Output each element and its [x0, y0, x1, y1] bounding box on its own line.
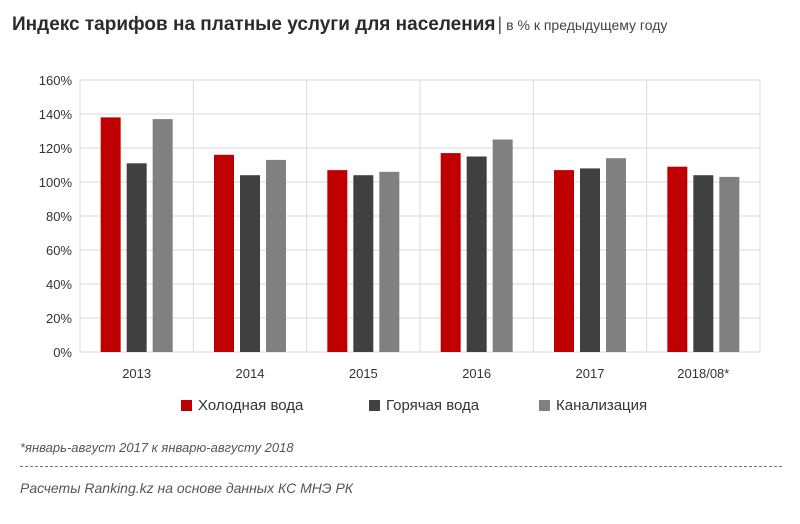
bar [214, 154, 234, 352]
bar [240, 175, 260, 352]
bar [466, 156, 487, 352]
x-tick-label: 2018/08* [677, 366, 729, 381]
bar [667, 166, 688, 352]
bar [379, 171, 400, 352]
y-tick-label: 160% [39, 73, 73, 88]
x-tick-label: 2013 [122, 366, 151, 381]
bar [152, 119, 173, 352]
y-tick-label: 80% [46, 209, 72, 224]
bar [693, 175, 714, 352]
y-tick-label: 40% [46, 277, 72, 292]
bar [719, 176, 740, 352]
dashed-divider [20, 466, 782, 467]
y-tick-label: 60% [46, 243, 72, 258]
legend-swatch [539, 400, 550, 411]
chart-title: Индекс тарифов на платные услуги для нас… [12, 14, 496, 35]
bar [606, 158, 626, 352]
y-tick-label: 20% [46, 311, 72, 326]
bar [100, 117, 121, 353]
bar [580, 168, 600, 352]
y-tick-label: 140% [39, 107, 73, 122]
x-tick-label: 2014 [236, 366, 265, 381]
x-tick-label: 2015 [349, 366, 378, 381]
footnote: *январь-август 2017 к январю-августу 201… [20, 440, 294, 455]
legend-swatch [181, 400, 192, 411]
y-tick-label: 100% [39, 175, 73, 190]
chart-title-row: Индекс тарифов на платные услуги для нас… [12, 14, 667, 36]
bar-chart: 0% 20% 40% 60% 80% 100% 120% 140% 160% 2013 2014 20… [39, 73, 761, 414]
bar [126, 163, 147, 352]
source-note: Расчеты Ranking.kz на основе данных КС М… [20, 480, 354, 496]
legend-label: Канализация [556, 397, 647, 414]
bar [353, 175, 374, 352]
x-tick-label: 2016 [462, 366, 491, 381]
bar [440, 153, 461, 352]
y-tick-label: 0% [53, 345, 72, 360]
x-tick-label: 2017 [576, 366, 605, 381]
title-separator: | [497, 14, 503, 34]
bar [554, 170, 574, 352]
legend-label: Горячая вода [386, 397, 480, 414]
bar [266, 159, 286, 352]
bar [327, 170, 348, 352]
legend-swatch [369, 400, 380, 411]
bar [492, 139, 513, 352]
y-tick-label: 120% [39, 141, 73, 156]
legend-label: Холодная вода [198, 397, 304, 414]
chart-subtitle: в % к предыдущему году [506, 17, 668, 33]
